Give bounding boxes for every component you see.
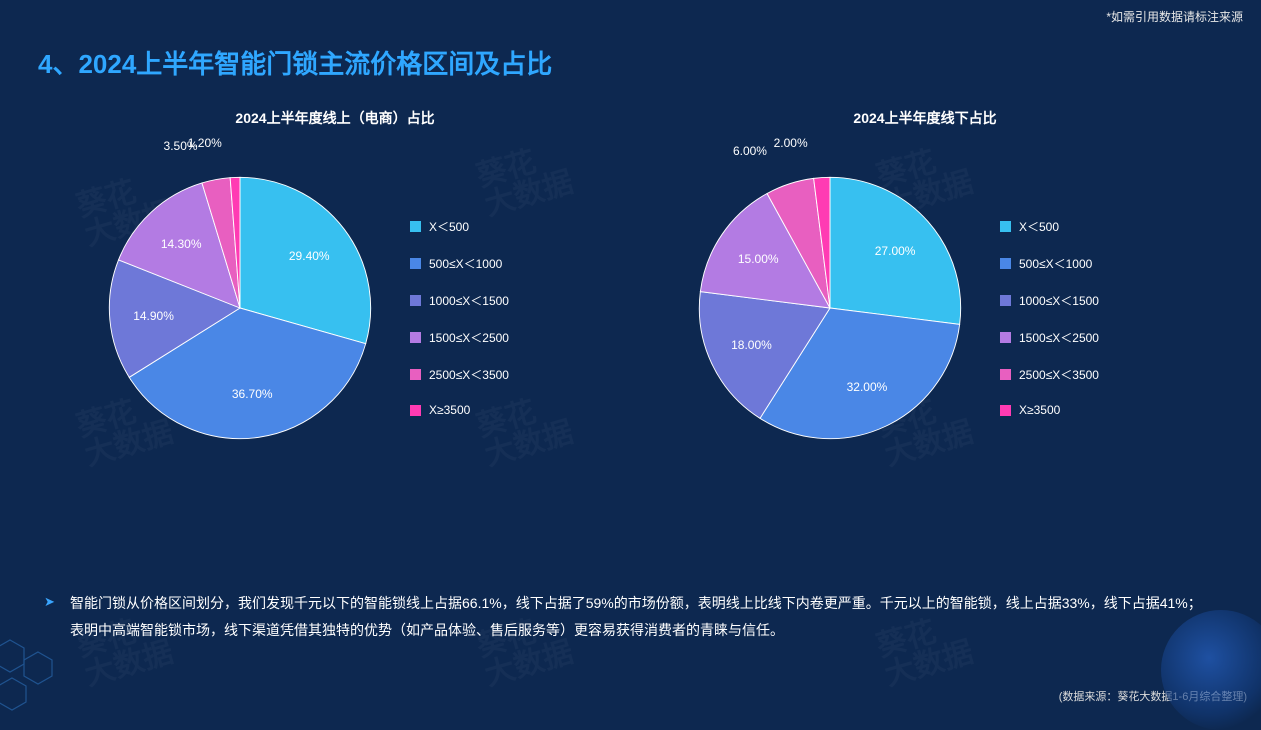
legend-swatch xyxy=(410,258,421,269)
legend-item: 1000≤X＜1500 xyxy=(410,292,509,309)
legend-item: 2500≤X＜3500 xyxy=(1000,366,1099,383)
legend-swatch xyxy=(410,405,421,416)
legend-label: X≥3500 xyxy=(429,403,470,417)
legend-label: X＜500 xyxy=(429,218,469,235)
legend-label: X≥3500 xyxy=(1019,403,1060,417)
legend-item: 1000≤X＜1500 xyxy=(1000,292,1099,309)
legend-swatch xyxy=(1000,332,1011,343)
legend-label: 1500≤X＜2500 xyxy=(1019,329,1099,346)
legend-label: 500≤X＜1000 xyxy=(1019,255,1092,272)
legend-item: X≥3500 xyxy=(410,403,509,417)
legend-swatch xyxy=(410,295,421,306)
decor-hex-icon xyxy=(0,630,80,720)
legend-item: X≥3500 xyxy=(1000,403,1099,417)
legend-swatch xyxy=(1000,258,1011,269)
legend-label: 500≤X＜1000 xyxy=(429,255,502,272)
pie-slice-label: 2.00% xyxy=(774,136,808,150)
chart-online-title: 2024上半年度线上（电商）占比 xyxy=(40,108,630,128)
pie-slice-label: 29.40% xyxy=(289,249,330,263)
legend-swatch xyxy=(1000,405,1011,416)
legend-item: 1500≤X＜2500 xyxy=(410,329,509,346)
pie-slice-label: 1.20% xyxy=(188,136,222,150)
legend-swatch xyxy=(1000,295,1011,306)
legend-swatch xyxy=(1000,221,1011,232)
pie-slice-label: 27.00% xyxy=(875,244,916,258)
legend-swatch xyxy=(1000,369,1011,380)
legend-label: 1500≤X＜2500 xyxy=(429,329,509,346)
legend-item: 500≤X＜1000 xyxy=(1000,255,1099,272)
charts-row: 2024上半年度线上（电商）占比 29.40% 36.70% 14.90% 14.30… xyxy=(40,108,1220,528)
legend-swatch xyxy=(410,369,421,380)
legend-item: 500≤X＜1000 xyxy=(410,255,509,272)
pie-slice-label: 15.00% xyxy=(738,252,779,266)
legend-item: X＜500 xyxy=(1000,218,1099,235)
legend-item: 1500≤X＜2500 xyxy=(1000,329,1099,346)
pie-slice-label: 36.70% xyxy=(232,387,273,401)
citation-note: *如需引用数据请标注来源 xyxy=(1106,8,1243,25)
pie-slice-label: 14.90% xyxy=(133,309,174,323)
bullet-icon: ➤ xyxy=(44,594,55,610)
legend-label: 1000≤X＜1500 xyxy=(1019,292,1099,309)
pie-offline-labels: 27.00%32.00%18.00%15.00%6.00%2.00% xyxy=(690,168,970,448)
legend-offline: X＜500 500≤X＜1000 1000≤X＜1500 1500≤X＜2500 250… xyxy=(1000,218,1099,417)
pie-online-labels: 29.40%36.70%14.90%14.30%3.50%1.20% xyxy=(100,168,380,448)
pie-slice-label: 18.00% xyxy=(731,338,772,352)
legend-swatch xyxy=(410,332,421,343)
legend-label: 2500≤X＜3500 xyxy=(429,366,509,383)
pie-slice-label: 14.30% xyxy=(161,237,202,251)
legend-label: X＜500 xyxy=(1019,218,1059,235)
pie-slice-label: 32.00% xyxy=(847,380,888,394)
chart-offline: 2024上半年度线下占比 27.00% 32.00% 18.00% 15.00% 6.0… xyxy=(630,108,1220,528)
legend-swatch xyxy=(410,221,421,232)
legend-label: 2500≤X＜3500 xyxy=(1019,366,1099,383)
chart-offline-title: 2024上半年度线下占比 xyxy=(630,108,1220,128)
legend-item: X＜500 xyxy=(410,218,509,235)
pie-slice-label: 6.00% xyxy=(733,144,767,158)
chart-online: 2024上半年度线上（电商）占比 29.40% 36.70% 14.90% 14.30… xyxy=(40,108,630,528)
legend-item: 2500≤X＜3500 xyxy=(410,366,509,383)
analysis-text: 智能门锁从价格区间划分，我们发现千元以下的智能锁线上占据66.1%，线下占据了5… xyxy=(70,590,1210,643)
legend-online: X＜500 500≤X＜1000 1000≤X＜1500 1500≤X＜2500 250… xyxy=(410,218,509,417)
page-title: 4、2024上半年智能门锁主流价格区间及占比 xyxy=(38,44,552,81)
legend-label: 1000≤X＜1500 xyxy=(429,292,509,309)
